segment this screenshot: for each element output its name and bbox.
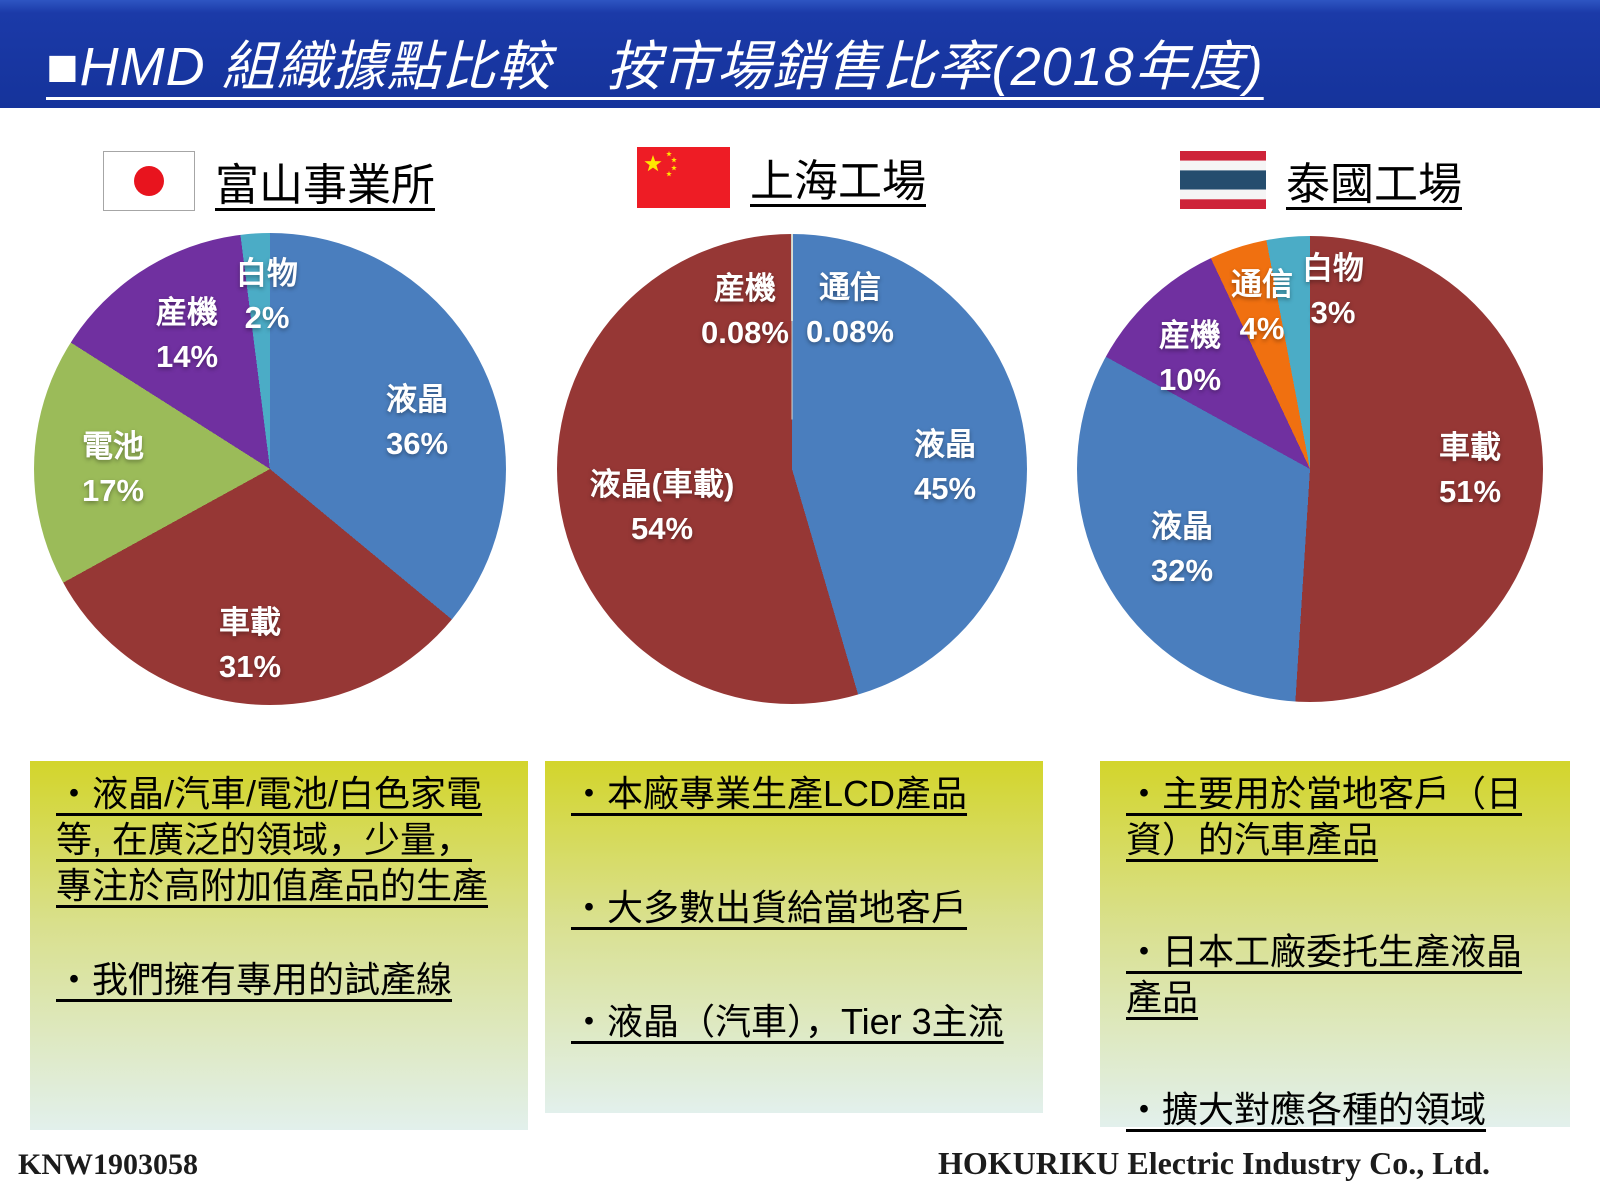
pie-slice-label: 産機 0.08% bbox=[701, 271, 789, 350]
china-flag-icon bbox=[637, 146, 730, 208]
note-item: ・擴大對應各種的領域 bbox=[1126, 1089, 1487, 1130]
chart-header-shanghai: 上海工場 bbox=[637, 146, 926, 208]
pie-slice-label: 白物 3% bbox=[1302, 251, 1364, 330]
notes-box-thailand: ・主要用於當地客戶（日資）的汽車產品 ・日本工廠委托生產液晶產品 ・擴大對應各種… bbox=[1100, 761, 1570, 1130]
pie-slice-label: 車載 51% bbox=[1438, 430, 1502, 509]
chart-header-thailand: 泰國工場 bbox=[1180, 149, 1462, 211]
notes-box-shanghai: ・本廠專業生產LCD產品 ・大多數出貨給當地客戶 ・液晶（汽車），Tier 3主… bbox=[545, 761, 1043, 1113]
thailand-flag-icon bbox=[1180, 151, 1266, 209]
document-number: KNW1903058 bbox=[18, 1148, 198, 1181]
chart-title: 富山事業所 bbox=[215, 161, 435, 210]
note-item: ・大多數出貨給當地客戶 bbox=[571, 887, 968, 928]
note-item: ・液晶（汽車），Tier 3主流 bbox=[571, 1001, 1004, 1042]
pie-slice-label: 液晶(車載) 54% bbox=[589, 467, 735, 546]
chart-title: 上海工場 bbox=[750, 157, 926, 206]
pie-slice-label: 通信 0.08% bbox=[806, 270, 894, 349]
notes-box-toyama: ・液晶/汽車/電池/白色家電等, 在廣泛的領域，少量，專注於高附加值產品的生產 … bbox=[30, 761, 528, 1130]
pie-slice-label: 通信 4% bbox=[1231, 267, 1293, 346]
pie-slice-label: 液晶 45% bbox=[913, 427, 977, 506]
note-item: ・液晶/汽車/電池/白色家電等, 在廣泛的領域，少量，專注於高附加值產品的生產 bbox=[56, 773, 489, 906]
title-bar: ■HMD 組織據點比較 按市場銷售比率(2018年度) bbox=[0, 0, 1600, 108]
pie-chart-shanghai: 通信 0.08% 液晶 45% 液晶(車載) 54% 産機 0.08% bbox=[557, 234, 1027, 704]
pie-slice-label: 液晶 36% bbox=[385, 382, 449, 461]
pie-slice-label: 液晶 32% bbox=[1150, 509, 1214, 588]
japan-flag-icon bbox=[103, 151, 195, 211]
pie-slice-label: 車載 31% bbox=[218, 605, 282, 684]
pie-slice-label: 電池 17% bbox=[81, 429, 145, 508]
page-title: ■HMD 組織據點比較 按市場銷售比率(2018年度) bbox=[46, 37, 1264, 97]
chart-title: 泰國工場 bbox=[1286, 160, 1462, 209]
note-item: ・我們擁有專用的試產線 bbox=[56, 959, 453, 1000]
note-item: ・主要用於當地客戶（日資）的汽車產品 bbox=[1126, 773, 1523, 860]
note-item: ・本廠專業生產LCD產品 bbox=[571, 773, 968, 814]
pie-slice-label: 産機 14% bbox=[155, 295, 219, 374]
note-item: ・日本工廠委托生產液晶產品 bbox=[1126, 931, 1523, 1018]
pie-chart-toyama: 液晶 36% 車載 31% 電池 17% 産機 14% 白物 2% bbox=[34, 233, 506, 705]
pie-slice-label: 産機 10% bbox=[1158, 318, 1222, 397]
chart-header-toyama: 富山事業所 bbox=[103, 150, 435, 212]
pie-slice-label: 白物 2% bbox=[236, 256, 298, 335]
company-name: HOKURIKU Electric Industry Co., Ltd. bbox=[938, 1145, 1490, 1181]
pie-chart-thailand: 車載 51% 液晶 32% 産機 10% 通信 4% 白物 3% bbox=[1077, 236, 1543, 702]
